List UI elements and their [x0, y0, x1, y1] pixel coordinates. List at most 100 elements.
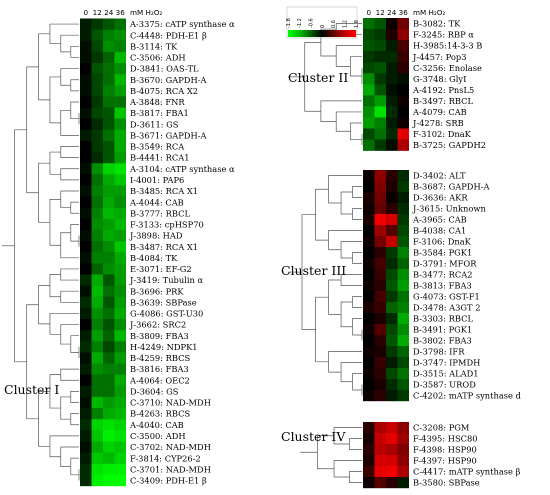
dendrogram-branch: [301, 214, 316, 330]
column-header-0-2: 24: [104, 8, 114, 17]
heat-cell: [363, 29, 375, 41]
heat-cell: [91, 352, 103, 364]
heat-cell: [386, 269, 398, 281]
heat-cell: [374, 390, 386, 402]
dendrogram-branch: [60, 268, 79, 281]
gene-label-b-4075-rca-x2: B-4075: RCA X2: [130, 86, 198, 96]
heat-cell: [103, 74, 115, 86]
heat-cell: [114, 263, 126, 275]
heat-cell: [80, 352, 92, 364]
heat-cell: [91, 441, 103, 453]
heat-cell: [91, 185, 103, 197]
heat-cell: [363, 51, 375, 63]
heat-cell: [363, 95, 375, 107]
dendrogram-branch: [340, 301, 353, 328]
dendrogram-branch: [60, 146, 79, 158]
heat-cell: [91, 408, 103, 420]
heat-cell: [374, 203, 386, 215]
heat-cell: [114, 74, 126, 86]
heat-cell: [374, 444, 386, 456]
heat-cell: [91, 140, 103, 153]
heat-cell: [397, 357, 409, 369]
cluster-label-3: Cluster III: [281, 263, 346, 278]
heat-cell: [397, 214, 409, 226]
gene-label-a-3848-fnr: A-3848: FNR: [129, 97, 185, 107]
heat-cell: [103, 307, 115, 320]
heat-cell: [80, 263, 92, 275]
dendrogram-branch: [14, 129, 27, 363]
heat-cell: [374, 214, 386, 226]
dendrogram-branch: [350, 122, 362, 140]
dendrogram-branch: [352, 373, 362, 391]
heat-cell: [397, 324, 409, 336]
heat-cell: [114, 430, 126, 442]
cluster-label-2: Cluster II: [288, 70, 348, 85]
heat-cell: [103, 29, 115, 41]
heat-cell: [374, 106, 386, 118]
heat-cell: [80, 140, 92, 153]
scale-tick-0: -1.8: [286, 18, 292, 28]
heat-cell: [103, 474, 115, 487]
heat-cell: [91, 118, 103, 130]
heat-cell: [363, 477, 375, 489]
gene-label-j-3898-had: J-3898: HAD: [129, 231, 183, 241]
heat-cell: [386, 139, 398, 151]
gene-label-b-3817-fba1: B-3817: FBA1: [130, 108, 189, 118]
gene-label-b-3584-pgk1: B-3584: PGK1: [413, 248, 472, 258]
heat-cell: [374, 40, 386, 52]
dendrogram-branch: [70, 201, 79, 214]
gene-label-b-4441-rca1: B-4441: RCA1: [130, 153, 189, 163]
heat-cell: [374, 181, 386, 193]
heat-cell: [103, 118, 115, 130]
heat-cell: [91, 229, 103, 242]
gene-label-d-3587-urod: D-3587: UROD: [413, 380, 476, 390]
heat-cell: [103, 352, 115, 364]
gene-label-c-4448-pdh-e1: C-4448: PDH-E1 β: [130, 30, 207, 40]
dendrogram-branch: [352, 318, 362, 336]
heat-cell: [386, 106, 398, 118]
heat-cell: [103, 363, 115, 375]
heat-cell: [91, 330, 103, 342]
dendrogram-branch: [49, 151, 61, 175]
heat-cell: [397, 368, 409, 380]
heat-cell: [363, 291, 375, 303]
heat-cell: [397, 73, 409, 85]
heat-cell: [363, 390, 375, 402]
gene-label-b-3114-tk: B-3114: TK: [130, 41, 178, 51]
heat-cell: [103, 129, 115, 142]
heat-cell: [114, 408, 126, 420]
dendrogram-branch: [352, 252, 362, 264]
heat-cell: [386, 302, 398, 314]
heat-cell: [80, 463, 92, 476]
heat-cell: [114, 385, 126, 398]
heat-cell: [80, 296, 92, 309]
heat-cell: [363, 433, 375, 445]
dendrogram-branch: [70, 224, 79, 242]
heat-cell: [114, 229, 126, 242]
heat-cell: [397, 335, 409, 347]
heat-cell: [114, 207, 126, 220]
heat-cell: [80, 40, 92, 53]
heat-cell: [397, 379, 409, 391]
heat-cell: [386, 214, 398, 226]
heat-cell: [397, 192, 409, 204]
heat-cell: [114, 63, 126, 75]
gene-label-b-3639-sbpase: B-3639: SBPase: [130, 297, 197, 307]
heat-cell: [397, 390, 409, 402]
heat-cell: [80, 185, 92, 197]
heat-cell: [397, 236, 409, 248]
heat-cell: [363, 117, 375, 129]
heat-cell: [80, 474, 92, 487]
column-header-0-0: 0: [83, 8, 88, 17]
heat-cell: [363, 444, 375, 456]
heat-cell: [91, 396, 103, 409]
heat-cell: [397, 170, 409, 182]
heat-cell: [397, 181, 409, 193]
heat-cell: [103, 396, 115, 409]
heat-cell: [397, 433, 409, 445]
heat-cell: [103, 218, 115, 231]
gene-label-g-4073-gst-f1: G-4073: GST-F1: [413, 292, 480, 302]
heat-cell: [397, 29, 409, 41]
dendrogram-branch: [70, 413, 79, 426]
heat-cell: [374, 29, 386, 41]
